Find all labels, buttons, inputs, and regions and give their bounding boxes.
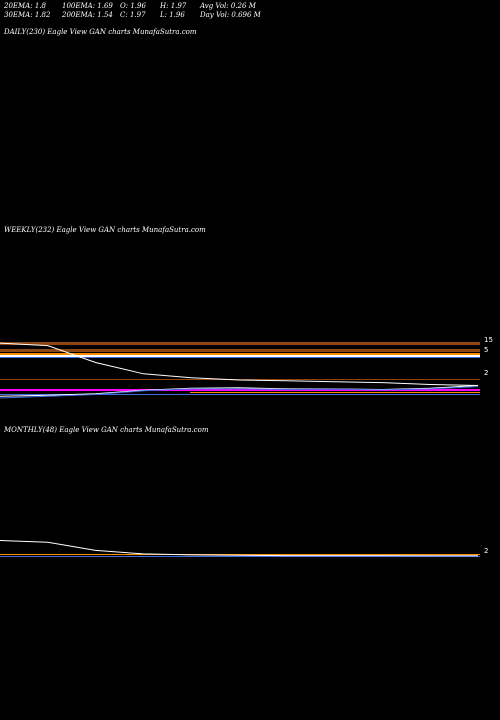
weekly-ema-line-brown (0, 379, 480, 380)
weekly-price-series-0 (0, 342, 479, 386)
daily-chart-title: DAILY(230) Eagle View GAN charts MunafaS… (4, 28, 197, 36)
avg-vol-label: Avg Vol: 0.26 M (200, 2, 256, 10)
weekly-price-lines (0, 342, 479, 399)
weekly-price-series-2 (0, 386, 479, 399)
weekly-ema-band-blue (0, 357, 480, 358)
monthly-chart-title: MONTHLY(48) Eagle View GAN charts Munafa… (4, 426, 209, 434)
open-label: O: 1.96 (120, 2, 146, 10)
weekly-ema-band-mid (0, 349, 480, 352)
day-vol-label: Day Vol: 0.696 M (200, 11, 261, 19)
weekly-tick-5: 5 (484, 346, 488, 354)
weekly-tick-15: 15 (484, 336, 493, 344)
weekly-ema-band-white (0, 355, 480, 357)
monthly-ema-line-orange (0, 554, 480, 555)
monthly-price-series-0 (0, 540, 478, 557)
close-label: C: 1.97 (120, 11, 146, 19)
monthly-tick-2: 2 (484, 547, 488, 555)
ema100-label: 100EMA: 1.69 (62, 2, 113, 10)
weekly-chart-title: WEEKLY(232) Eagle View GAN charts Munafa… (4, 226, 206, 234)
weekly-ema-band-top (0, 342, 480, 345)
ema20-label: 20EMA: 1.8 (4, 2, 46, 10)
weekly-ema-line-magenta (0, 389, 480, 391)
monthly-price-lines (0, 540, 478, 557)
weekly-tick-2: 2 (484, 369, 488, 377)
weekly-ema-line-orange (190, 392, 480, 393)
high-label: H: 1.97 (160, 2, 187, 10)
weekly-ema-line-blue (0, 394, 480, 395)
ema30-label: 30EMA: 1.82 (4, 11, 51, 19)
low-label: L: 1.96 (160, 11, 185, 19)
monthly-ema-line-blue (0, 556, 480, 557)
ema200-label: 200EMA: 1.54 (62, 11, 113, 19)
weekly-ema-band-orange (0, 353, 480, 355)
